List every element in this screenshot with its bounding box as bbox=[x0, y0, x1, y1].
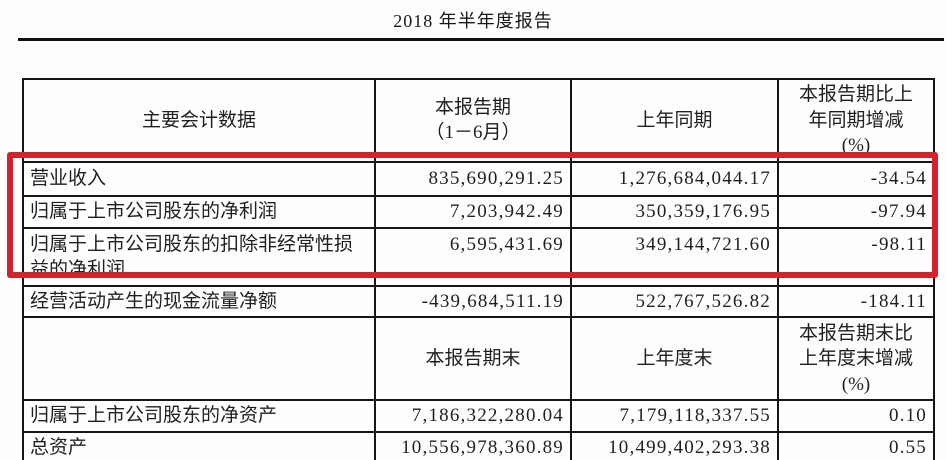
table-row-operating-revenue: 营业收入 835,690,291.25 1,276,684,044.17 -34… bbox=[22, 160, 935, 197]
table-row-net-assets: 归属于上市公司股东的净资产 7,186,322,280.04 7,179,118… bbox=[22, 399, 935, 434]
period-change-header-cell: 本报告期比上 年同期增减 (%) bbox=[777, 78, 935, 163]
page-title: 2018 年半年度报告 bbox=[393, 11, 553, 31]
period-end-header-cell: 本报告期末 bbox=[374, 316, 572, 402]
change-percent-value: 0.55 bbox=[777, 431, 935, 460]
prior-period-value: 1,276,684,044.17 bbox=[570, 160, 779, 197]
key-accounting-data-table: 主要会计数据 本报告期 （1－6月） 上年同期 本报告期比上 年同期增减 (%)… bbox=[22, 78, 935, 460]
prior-period-value: 350,359,176.95 bbox=[570, 194, 779, 229]
current-period-value: -439,684,511.19 bbox=[374, 284, 572, 319]
row-label: 经营活动产生的现金流量净额 bbox=[22, 284, 376, 319]
metric-header-cell: 主要会计数据 bbox=[22, 78, 376, 163]
current-period-value: 7,203,942.49 bbox=[374, 194, 572, 229]
row-label: 营业收入 bbox=[22, 160, 376, 197]
table-row-net-profit-excl-nonrecurring: 归属于上市公司股东的扣除非经常性损益的净利润 6,595,431.69 349,… bbox=[22, 226, 935, 287]
period-end-value: 7,186,322,280.04 bbox=[374, 399, 572, 434]
prior-year-end-value: 7,179,118,337.55 bbox=[570, 399, 779, 434]
row-label: 总资产 bbox=[22, 431, 376, 460]
prior-year-end-header-cell: 上年度末 bbox=[570, 316, 779, 402]
prior-period-header-cell: 上年同期 bbox=[570, 78, 779, 163]
change-percent-value: -184.11 bbox=[777, 284, 935, 319]
period-end-change-header-cell: 本报告期末比 上年度末增减 (%) bbox=[777, 316, 935, 402]
prior-period-value: 349,144,721.60 bbox=[570, 226, 779, 287]
change-percent-value: -97.94 bbox=[777, 194, 935, 229]
row-label: 归属于上市公司股东的扣除非经常性损益的净利润 bbox=[22, 226, 376, 287]
row-label: 归属于上市公司股东的净利润 bbox=[22, 194, 376, 229]
title-divider bbox=[18, 38, 944, 41]
current-period-value: 835,690,291.25 bbox=[374, 160, 572, 197]
current-period-header-cell: 本报告期 （1－6月） bbox=[374, 78, 572, 163]
change-percent-value: -98.11 bbox=[777, 226, 935, 287]
change-percent-value: -34.54 bbox=[777, 160, 935, 197]
change-percent-value: 0.10 bbox=[777, 399, 935, 434]
prior-period-value: 522,767,526.82 bbox=[570, 284, 779, 319]
row-label: 归属于上市公司股东的净资产 bbox=[22, 399, 376, 434]
table-row-total-assets: 总资产 10,556,978,360.89 10,499,402,293.38 … bbox=[22, 431, 935, 460]
table-row-operating-cash-flow: 经营活动产生的现金流量净额 -439,684,511.19 522,767,52… bbox=[22, 284, 935, 319]
current-period-value: 6,595,431.69 bbox=[374, 226, 572, 287]
period-end-value: 10,556,978,360.89 bbox=[374, 431, 572, 460]
period-header-row: 主要会计数据 本报告期 （1－6月） 上年同期 本报告期比上 年同期增减 (%) bbox=[22, 78, 935, 163]
prior-year-end-value: 10,499,402,293.38 bbox=[570, 431, 779, 460]
table-row-net-profit: 归属于上市公司股东的净利润 7,203,942.49 350,359,176.9… bbox=[22, 194, 935, 229]
end-of-period-header-row: 本报告期末 上年度末 本报告期末比 上年度末增减 (%) bbox=[22, 316, 935, 402]
metric-header-cell-empty bbox=[22, 316, 376, 402]
